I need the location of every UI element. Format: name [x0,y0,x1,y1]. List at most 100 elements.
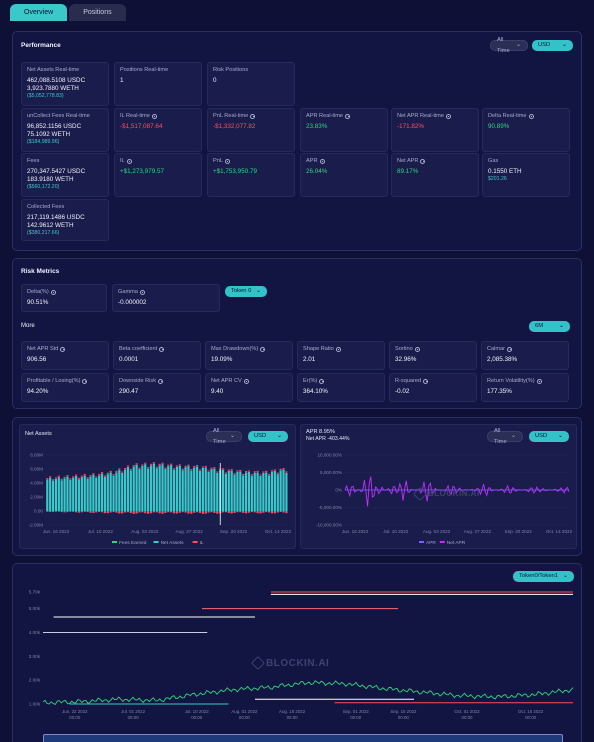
net-assets-bar [187,466,190,511]
tab-overview[interactable]: Overview [10,4,68,21]
x-tick-sublabel: 00:00 [525,715,537,720]
token-select[interactable]: Token 0 ⌄ [225,286,267,297]
legend-swatch [192,541,198,543]
tab-positions[interactable]: Positions [69,4,126,21]
net-assets-currency-select[interactable]: USD ⌄ [248,431,288,442]
fees-earned-mark [178,464,181,466]
net-assets-range-select[interactable]: All Time ⌄ [206,428,242,445]
delta-label: Delta(%) [27,289,101,295]
metric-label: APR [306,158,382,164]
metric-value: 270,347.5427 USDC 183.9180 WETH [27,168,103,184]
fees-earned-mark [80,475,83,477]
il-bar [204,511,207,514]
info-icon [159,346,165,352]
net-assets-bar [201,467,204,511]
il-bar [265,511,268,513]
fees-earned-mark [207,470,210,472]
net-assets-bar [141,465,144,511]
legend-label: Fees Earned [119,540,147,546]
info-icon [319,378,325,384]
il-bar [178,511,181,513]
net-assets-bar [172,469,176,511]
net-assets-bar [268,475,271,511]
net-assets-bar [51,480,55,511]
il-bar [259,511,262,514]
token-select-value: Token 0 [231,288,252,294]
metric-card: Risk Positions 0 [207,62,295,106]
net-assets-chart: Net Assets All Time ⌄ USD ⌄ 8.00M 6.00M 4.00… [19,424,296,549]
metric-value: 1 [120,77,196,85]
range-slider[interactable] [43,734,563,742]
il-bar [132,511,135,514]
il-bar [198,511,202,513]
x-tick-sublabel: 00:00 [69,715,81,720]
net-assets-bar [244,472,248,511]
fees-earned-mark [51,479,55,481]
il-bar [282,511,285,513]
metric-card: APR Real-time 23.83% [300,108,388,152]
period-select[interactable]: 6M ⌄ [529,321,570,332]
fees-earned-mark [233,473,236,475]
fees-earned-mark [135,463,138,465]
watermark-text: BLOCKIN.AI [428,489,480,499]
chevron-down-icon: ⌄ [510,433,516,439]
pair-select[interactable]: Token0/Token1 ⌄ [513,571,574,582]
il-bar [196,511,199,513]
metric-card: IL Real-time -$1,517,087.64 [114,108,202,152]
net-assets-bar [155,468,158,511]
il-bar [239,511,242,513]
y-tick-label: 0.00 [34,509,43,514]
net-assets-bar [69,479,72,511]
risk-metric-value: 906.56 [27,356,47,363]
fees-earned-mark [265,470,268,473]
metric-label: unCollect Fees Real-time [27,113,103,119]
x-tick-label: Sep. 01 2022 [343,709,370,714]
fees-earned-mark [170,463,173,465]
legend-label: APR [426,540,436,546]
metric-label: APR Real-time [306,113,382,119]
metric-value-line: 96,852.1156 USDC [27,123,82,130]
fees-earned-mark [72,476,75,478]
il-bar [190,511,193,514]
currency-select[interactable]: USD ⌄ [532,40,573,51]
metric-label-text: Net APR Real-time [397,113,444,119]
metric-value: 217,119.1486 USDC 142.9612 WETH [27,214,103,230]
info-icon [126,158,132,164]
risk-metric-label-text: Net APR CV [211,378,242,384]
x-tick-sublabel: 00:00 [350,715,362,720]
fees-earned-mark [66,475,69,477]
net-assets-bar [63,478,66,511]
x-tick-label: Jun. 22 2022 [62,709,88,714]
net-assets-bar [138,469,141,511]
range-select[interactable]: All Time ⌄ [490,37,528,54]
net-assets-bar [164,468,167,511]
fees-earned-mark [164,467,167,469]
apr-range-select[interactable]: All Time ⌄ [487,428,523,445]
risk-metric-card: Calmar 2,085.38% [481,341,569,370]
risk-metric-label: Return Volatility(%) [487,378,563,384]
metric-value: -$1,517,087.64 [120,123,196,131]
risk-metric-value: -0.02 [395,388,410,395]
watermark-text: BLOCKIN.AI [266,658,330,669]
risk-metric-label: Sortino [395,346,471,352]
apr-chart: APR 8.95% Net APR -403.44% All Time ⌄ USD… [300,424,577,549]
net-assets-bar [242,475,245,511]
metric-card: APR 26.04% [300,153,388,197]
range-select-value: All Time [497,36,510,54]
metric-subvalue: ($184,989.96) [27,139,60,145]
y-tick-label: 5.70k [29,590,41,595]
metric-label-text: Net APR [397,158,419,164]
il-bar [115,511,118,513]
x-tick-label: Oct. 15 2022 [518,709,544,714]
net-assets-bar [253,472,256,511]
fees-earned-mark [89,475,92,477]
apr-currency-select[interactable]: USD ⌄ [529,431,569,442]
il-bar [181,511,184,513]
fees-earned-mark [282,468,285,470]
metric-subvalue: $201.26 [488,176,507,182]
il-bar [75,511,78,513]
net-assets-bar [224,473,227,511]
risk-metric-label: Net APR CV [211,378,287,384]
fees-earned-mark [210,467,213,469]
x-tick-label: Sep. 20 2022 [220,529,248,534]
